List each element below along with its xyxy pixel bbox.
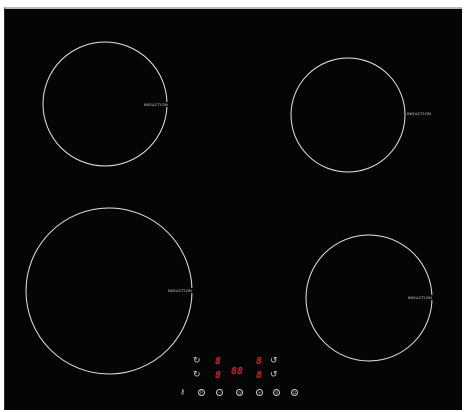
cooktop-glass: INDUCTION INDUCTION INDUCTION INDUCTION … <box>4 7 462 410</box>
pause-button-icon[interactable]: II <box>273 389 280 396</box>
rotate-right-bottom-icon[interactable]: ↺ <box>270 370 278 380</box>
timer-display: 88 <box>231 366 244 377</box>
key-lock-icon[interactable]: ⚷ <box>180 388 186 396</box>
zone-rear-left-label: INDUCTION <box>143 102 170 107</box>
rotate-left-icon[interactable]: ↻ <box>193 356 201 366</box>
rotate-left-bottom-icon[interactable]: ↻ <box>193 370 201 380</box>
zone-rear-right-ring[interactable] <box>290 57 406 173</box>
zone-display-top-left: 8 <box>215 356 222 367</box>
rotate-right-icon[interactable]: ↺ <box>270 356 278 366</box>
power-icon[interactable]: ⏻ <box>291 389 298 396</box>
zone-display-bottom-left: 8 <box>215 370 222 381</box>
minus-icon[interactable]: − <box>216 389 223 396</box>
zone-front-right-label: INDUCTION <box>407 295 434 300</box>
timer-button-icon[interactable]: ◷ <box>236 389 243 396</box>
zone-front-left-label: INDUCTION <box>167 288 194 293</box>
zone-rear-right-label: INDUCTION <box>406 111 433 116</box>
plus-icon[interactable]: + <box>256 389 263 396</box>
zone-display-top-right: 8 <box>256 356 263 367</box>
cooking-zones <box>25 41 433 375</box>
zone-display-bottom-right: 8 <box>256 370 263 381</box>
boost-button-icon[interactable]: P <box>198 389 205 396</box>
